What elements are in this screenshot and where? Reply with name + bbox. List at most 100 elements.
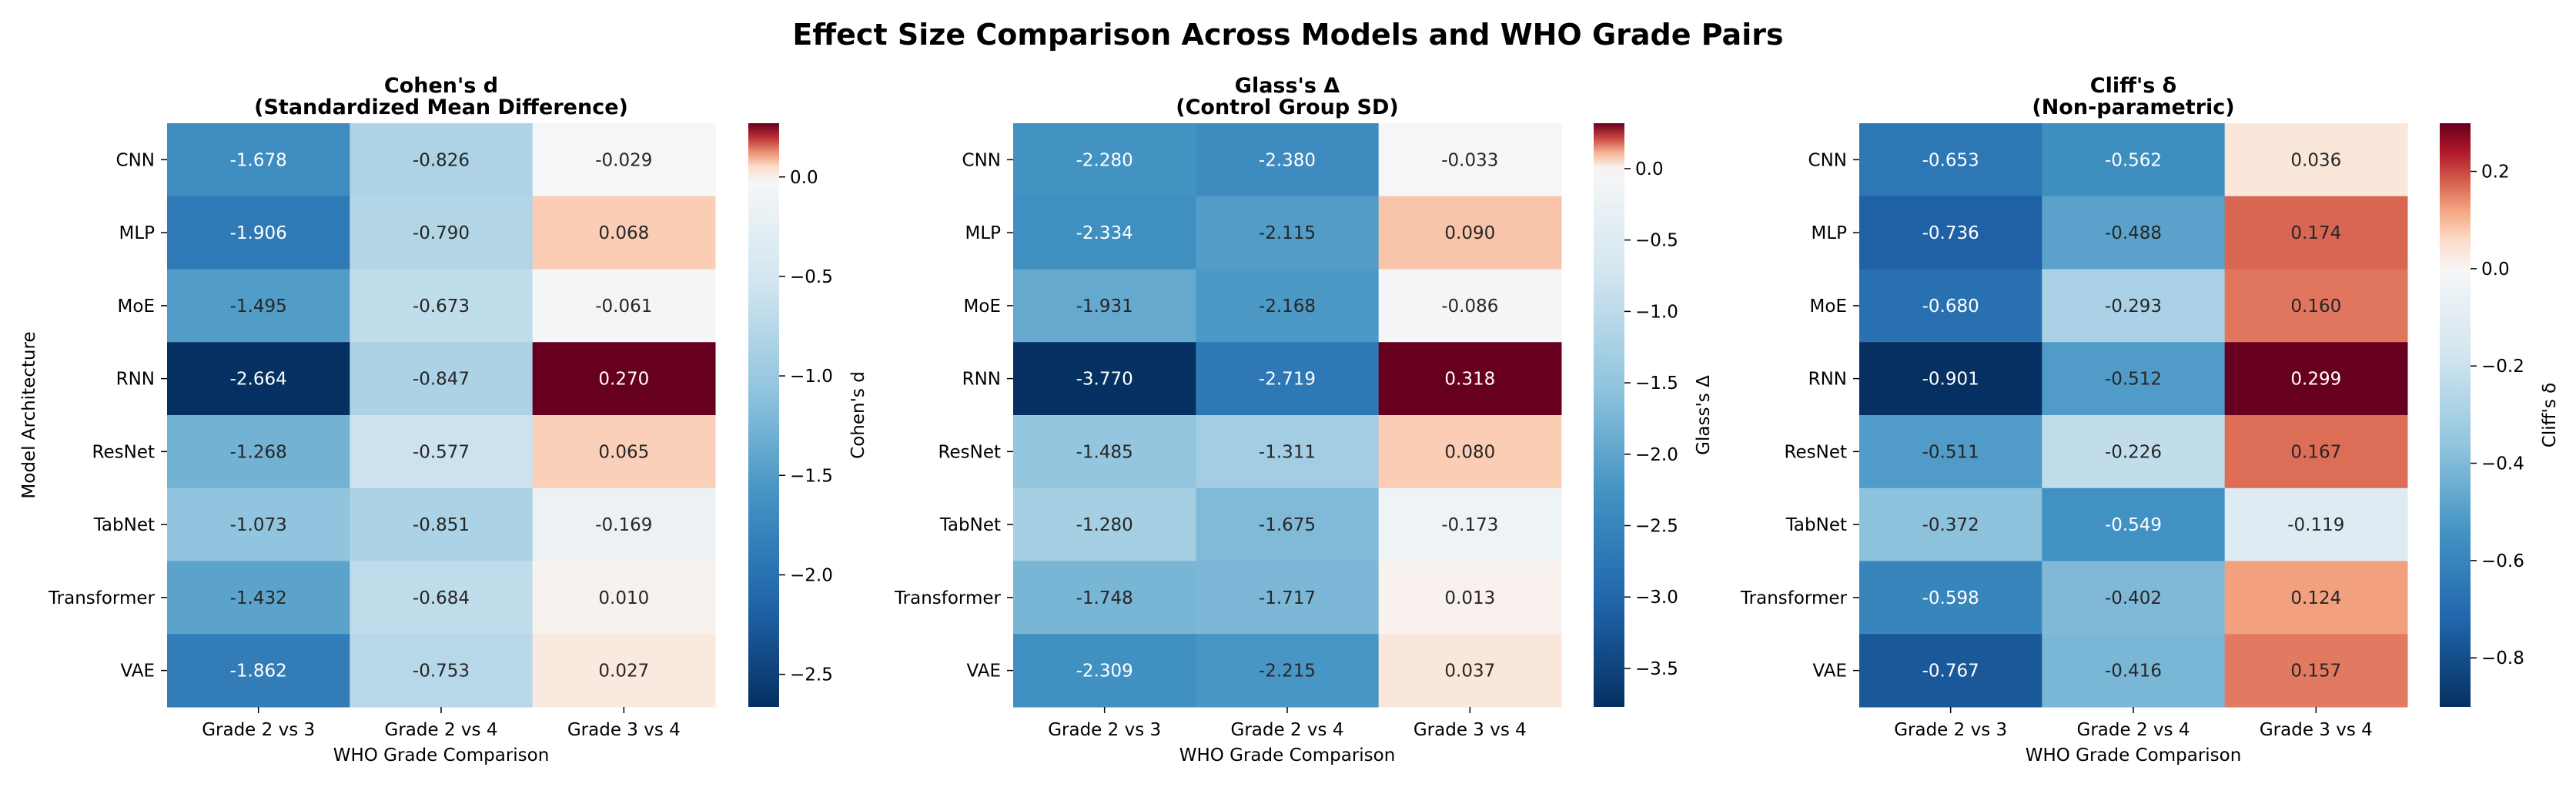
heatmap-cell (2224, 415, 2408, 489)
heatmap-cell (1196, 196, 1380, 270)
cell-value-label: 0.174 (2290, 223, 2341, 243)
y-tick-label: MoE (118, 296, 155, 317)
heatmap-cell (167, 269, 350, 343)
y-tick-label: ResNet (938, 442, 1001, 462)
cell-value-label: -1.862 (230, 662, 287, 682)
heatmap-cell (2042, 342, 2226, 416)
panel-subtitle: (Control Group SD) (1176, 95, 1399, 119)
heatmap-cell (167, 487, 350, 561)
heatmap-cell (1859, 415, 2042, 489)
y-tick-label: VAE (1812, 662, 1847, 682)
colorbar-tick-label: −1.5 (1635, 374, 1678, 394)
colorbar-tick-label: −0.5 (790, 267, 833, 287)
cell-value-label: 0.013 (1444, 588, 1495, 608)
heatmap-cell (1196, 487, 1380, 561)
y-tick-label: Transformer (48, 588, 156, 608)
colorbar-label: Cohen's d (848, 371, 868, 459)
x-tick-label: Grade 3 vs 4 (1413, 720, 1527, 740)
y-tick-label: VAE (966, 662, 1001, 682)
heatmap-cell (1859, 487, 2042, 561)
heatmap-cell (1378, 487, 1562, 561)
heatmap-cell (1196, 342, 1380, 416)
heatmap-cell (1196, 561, 1380, 635)
colorbar-label: Cliff's δ (2540, 383, 2560, 447)
colorbar-tick-label: 0.0 (2481, 260, 2510, 280)
x-tick-label: Grade 2 vs 4 (1231, 720, 1344, 740)
cell-value-label: -0.488 (2105, 223, 2162, 243)
colorbar-label: Glass's Δ (1694, 375, 1714, 455)
cell-value-label: -1.931 (1076, 296, 1133, 317)
heatmap-cell (2042, 196, 2226, 270)
colorbar-tick-label: −0.5 (1635, 231, 1678, 251)
cell-value-label: -2.309 (1076, 662, 1133, 682)
colorbar (748, 123, 779, 707)
cell-value-label: -2.280 (1076, 150, 1133, 170)
y-tick-label: TabNet (1785, 515, 1847, 535)
colorbar-tick-label: 0.0 (1635, 159, 1664, 179)
y-tick-label: RNN (962, 370, 1001, 390)
x-tick-label: Grade 2 vs 3 (1894, 720, 2007, 740)
y-tick-label: ResNet (92, 442, 155, 462)
y-tick-label: ResNet (1785, 442, 1847, 462)
cell-value-label: 0.090 (1444, 223, 1495, 243)
heatmap-cell (532, 634, 716, 708)
cell-value-label: -0.293 (2105, 296, 2162, 317)
cell-value-label: 0.027 (598, 662, 649, 682)
cell-value-label: -0.402 (2105, 588, 2162, 608)
cell-value-label: -1.906 (230, 223, 287, 243)
cell-value-label: -0.512 (2105, 370, 2162, 390)
x-tick-label: Grade 2 vs 4 (385, 720, 498, 740)
colorbar-tick-label: 0.0 (790, 168, 818, 188)
heatmap-cell (1378, 415, 1562, 489)
panel-title: Cliff's δ (2090, 74, 2176, 98)
heatmap-cell (1378, 269, 1562, 343)
heatmap-cell (167, 196, 350, 270)
heatmap-cell (2224, 342, 2408, 416)
heatmap-cell (1859, 634, 2042, 708)
y-tick-label: CNN (962, 150, 1001, 170)
y-tick-label: TabNet (939, 515, 1001, 535)
cell-value-label: -0.511 (1922, 442, 1979, 462)
heatmap-cell (1378, 634, 1562, 708)
heatmap-cell (2042, 634, 2226, 708)
colorbar-tick-label: −2.0 (790, 565, 833, 585)
heatmap-cell (1196, 634, 1380, 708)
heatmap-cell (167, 342, 350, 416)
cell-value-label: -0.673 (413, 296, 470, 317)
colorbar (1594, 123, 1624, 707)
colorbar-tick-label: −3.0 (1635, 588, 1678, 608)
heatmap-cell (350, 487, 534, 561)
cell-value-label: -1.485 (1076, 442, 1133, 462)
cell-value-label: 0.318 (1444, 370, 1495, 390)
heatmap-cell (2224, 269, 2408, 343)
cell-value-label: 0.270 (598, 370, 649, 390)
cell-value-label: -0.767 (1922, 662, 1979, 682)
panel-title: Glass's Δ (1235, 74, 1340, 98)
cell-value-label: -0.086 (1441, 296, 1498, 317)
heatmap-cell (532, 561, 716, 635)
x-axis-label: WHO Grade Comparison (2026, 745, 2242, 766)
cell-value-label: 0.037 (1444, 662, 1495, 682)
x-tick-label: Grade 2 vs 3 (202, 720, 315, 740)
cell-value-label: -0.173 (1441, 515, 1498, 535)
cell-value-label: -1.311 (1259, 442, 1316, 462)
cell-value-label: -1.073 (230, 515, 287, 535)
cell-value-label: -2.168 (1259, 296, 1316, 317)
cell-value-label: -0.226 (2105, 442, 2162, 462)
cell-value-label: 0.068 (598, 223, 649, 243)
heatmap-cell (1378, 561, 1562, 635)
heatmap-cell (2042, 123, 2226, 197)
cell-value-label: -0.061 (595, 296, 652, 317)
cell-value-label: -0.901 (1922, 370, 1979, 390)
cell-value-label: 0.036 (2290, 150, 2341, 170)
cell-value-label: 0.080 (1444, 442, 1495, 462)
heatmap-cell (532, 123, 716, 197)
colorbar-tick-label: −0.8 (2481, 648, 2524, 668)
heatmap-cell (2042, 561, 2226, 635)
y-tick-label: TabNet (93, 515, 155, 535)
colorbar-tick-label: −0.4 (2481, 454, 2524, 474)
cell-value-label: -0.753 (413, 662, 470, 682)
heatmap-cell (350, 415, 534, 489)
colorbar-tick-label: −0.6 (2481, 551, 2524, 571)
heatmap-cell (1013, 487, 1196, 561)
